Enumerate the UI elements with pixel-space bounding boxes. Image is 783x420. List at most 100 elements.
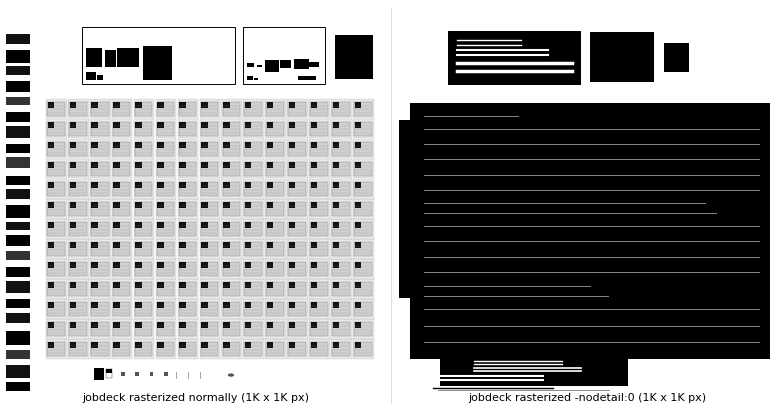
Bar [178,299,198,319]
Bar [69,262,87,276]
Bar [267,122,273,128]
Bar [310,342,328,356]
Bar [222,99,242,118]
Bar [179,222,186,228]
Bar [355,182,361,188]
Bar [267,142,273,148]
Bar [200,282,218,296]
Bar [6,251,30,260]
Bar [244,342,262,356]
Bar [288,302,306,316]
Bar [200,142,218,156]
Bar [113,242,131,256]
Bar [135,262,142,268]
Bar [333,182,339,188]
Bar [223,162,229,168]
Bar [46,99,67,118]
Bar [91,162,109,176]
Bar [47,222,65,236]
Bar [135,342,142,348]
Bar [46,179,67,199]
Bar [90,219,110,239]
Bar [70,142,76,148]
Bar [448,31,581,85]
Bar [134,239,154,259]
Bar [223,182,229,188]
Bar [354,242,372,256]
Bar [47,202,65,216]
Bar [310,322,328,336]
Bar [355,322,361,328]
Bar [135,302,142,308]
Bar [266,322,284,336]
Bar [91,182,109,196]
Bar [69,162,87,176]
Bar [201,142,207,148]
Bar [6,349,30,360]
Bar [354,202,372,216]
Bar [355,222,361,228]
Bar [92,142,98,148]
Bar [179,242,197,256]
Bar [178,99,198,118]
Bar [354,222,372,236]
Bar [179,182,186,188]
Bar [266,262,284,276]
Bar [354,302,372,316]
Bar [244,139,264,158]
Bar [70,222,76,228]
Bar [114,342,120,348]
Bar [223,122,229,128]
Bar [287,139,308,158]
Bar [311,222,317,228]
Bar [157,162,175,176]
Bar [244,162,262,176]
Bar [113,182,131,196]
Circle shape [228,373,234,377]
Bar [289,182,295,188]
Bar [47,182,65,196]
Bar [353,319,373,339]
Bar [244,179,264,199]
Bar [310,202,328,216]
Bar [70,262,76,268]
Bar [311,202,317,208]
Bar [105,50,116,67]
Bar [134,179,154,199]
Bar [92,262,98,268]
Bar [222,222,240,236]
Bar [245,222,251,228]
Bar [310,242,328,256]
Bar [135,182,142,188]
Bar [46,139,67,158]
Bar [200,319,220,339]
Bar [135,322,142,328]
Bar [179,162,186,168]
Bar [201,322,207,328]
Bar [48,322,54,328]
Bar [47,342,65,356]
Bar [6,299,30,308]
Bar [135,202,153,216]
Bar [266,122,284,136]
Bar [92,302,98,308]
Bar [90,319,110,339]
Bar [331,319,352,339]
Bar [157,282,175,296]
Bar [135,162,153,176]
Bar [267,242,273,248]
Bar [664,43,689,72]
Bar [200,182,218,196]
Bar [135,262,153,276]
Bar [179,102,197,116]
Bar [309,339,330,359]
Bar [200,219,220,239]
Bar [200,239,220,259]
Bar [112,199,132,218]
Bar [178,139,198,158]
Bar [289,242,295,248]
Bar [222,279,242,299]
Bar [265,239,286,259]
Bar [201,202,207,208]
Bar [309,179,330,199]
